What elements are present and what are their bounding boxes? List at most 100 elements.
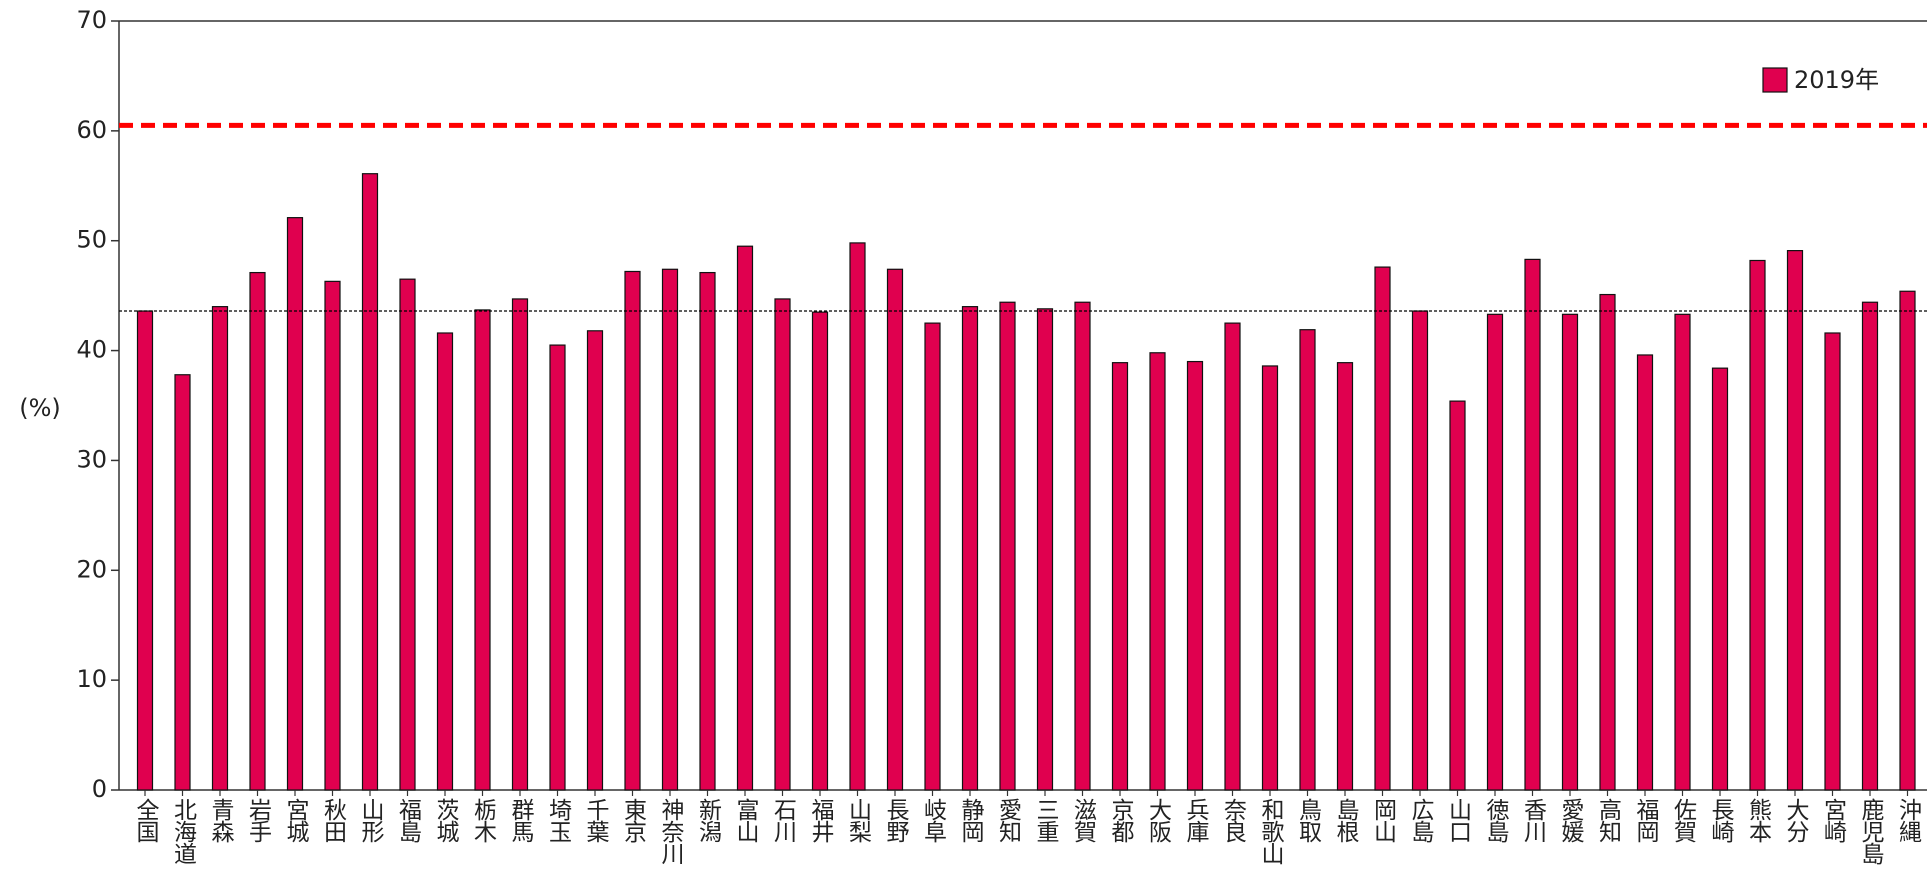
bar [736, 245, 754, 791]
bar [849, 242, 866, 791]
x-tick-label: 全国 [132, 798, 160, 843]
bar [1374, 266, 1391, 791]
x-tick-label: 高知 [1595, 798, 1623, 843]
y-tick-label: 50 [76, 226, 107, 254]
x-tick-label: 島根 [1332, 798, 1360, 843]
x-tick-label: 愛媛 [1557, 798, 1585, 843]
y-tick-label: 70 [76, 6, 107, 34]
x-tick-label: 徳島 [1482, 798, 1510, 843]
bar [549, 344, 566, 791]
x-tick-label: 福島 [395, 798, 423, 843]
bar [1599, 293, 1616, 791]
x-tick-label: 山梨 [845, 798, 873, 843]
bar [324, 280, 341, 791]
x-tick-label: 大分 [1782, 798, 1810, 843]
x-tick-label: 岡山 [1370, 798, 1396, 843]
bar [399, 278, 416, 791]
y-tick-label: 40 [76, 336, 107, 364]
bar [1711, 367, 1729, 791]
bar [699, 271, 716, 791]
x-tick-label: 神奈川 [657, 798, 685, 865]
x-tick-label: 奈良 [1220, 798, 1248, 843]
y-tick-label: 60 [76, 116, 107, 144]
bar [211, 306, 229, 791]
bar [136, 310, 154, 791]
x-tick-label: 沖縄 [1895, 798, 1923, 843]
bar [999, 301, 1016, 791]
x-tick-label: 長崎 [1707, 798, 1734, 843]
bar [361, 173, 379, 791]
x-tick-label: 滋賀 [1070, 798, 1098, 843]
bar [286, 217, 304, 791]
x-tick-label: 山口 [1445, 798, 1471, 842]
bar [1824, 332, 1841, 791]
x-tick-label: 鳥取 [1295, 798, 1323, 843]
x-tick-label: 宮城 [282, 798, 310, 843]
x-tick-label: 岩手 [245, 798, 273, 843]
x-tick-label: 福岡 [1632, 798, 1660, 843]
bar [1786, 250, 1804, 791]
y-tick-label: 30 [76, 445, 107, 473]
bar [774, 298, 791, 791]
x-tick-label: 鹿児島 [1857, 798, 1885, 865]
x-tick-label: 石川 [770, 798, 798, 843]
x-tick-label: 山形 [357, 798, 385, 843]
legend-label: 2019年 [1794, 66, 1879, 94]
bar [961, 306, 979, 791]
x-tick-label: 和歌山 [1257, 798, 1285, 865]
bar [1149, 352, 1166, 791]
x-tick-label: 秋田 [320, 798, 348, 843]
x-tick-label: 富山 [732, 798, 759, 843]
bar [811, 311, 829, 791]
bar [586, 330, 604, 791]
x-tick-label: 愛知 [995, 798, 1023, 843]
x-tick-label: 栃木 [470, 798, 498, 843]
bar [924, 322, 941, 791]
bar [1111, 362, 1129, 791]
bar [1486, 313, 1504, 791]
bar [624, 270, 641, 791]
bar [1636, 354, 1654, 791]
x-tick-label: 長野 [882, 798, 910, 843]
bar [1561, 313, 1579, 791]
x-tick-label: 群馬 [507, 798, 535, 843]
bar [1261, 365, 1279, 791]
bar [474, 309, 491, 791]
x-tick-label: 広島 [1407, 798, 1435, 843]
bar [1299, 329, 1316, 791]
bar [1524, 258, 1541, 791]
x-tick-label: 三重 [1032, 798, 1059, 842]
x-tick-label: 岐阜 [920, 798, 947, 843]
x-tick-label: 宮崎 [1820, 798, 1847, 843]
bar [1336, 362, 1354, 791]
bar [1411, 310, 1429, 791]
bar [174, 374, 191, 791]
x-tick-label: 大阪 [1145, 798, 1173, 843]
x-tick-label: 香川 [1520, 798, 1548, 843]
bar [1449, 400, 1466, 791]
bar [1074, 301, 1091, 791]
bar [1186, 360, 1204, 791]
y-tick-label: 0 [92, 775, 107, 803]
bar [511, 298, 529, 791]
y-tick-label: 10 [76, 665, 107, 693]
x-tick-label: 埼玉 [545, 798, 573, 842]
bar [1674, 313, 1691, 791]
bar [436, 332, 454, 791]
x-tick-label: 青森 [207, 798, 235, 843]
x-tick-label: 北海道 [170, 798, 198, 865]
y-tick-label: 20 [76, 555, 107, 583]
legend-swatch [1762, 67, 1788, 93]
x-tick-label: 新潟 [695, 798, 723, 843]
x-tick-label: 茨城 [432, 798, 460, 843]
bar [661, 268, 679, 791]
x-tick-label: 静岡 [957, 798, 985, 843]
bar [249, 271, 266, 791]
bar [1036, 308, 1054, 791]
x-tick-label: 千葉 [582, 798, 610, 843]
y-axis-label: (%) [19, 394, 61, 422]
bar [1861, 301, 1879, 791]
x-tick-label: 兵庫 [1182, 798, 1210, 843]
x-tick-label: 東京 [620, 798, 648, 843]
